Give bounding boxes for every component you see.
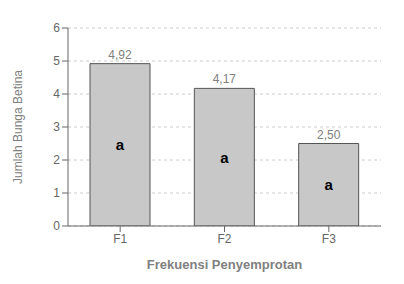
svg-text:5: 5: [53, 54, 60, 68]
svg-text:4: 4: [53, 87, 60, 101]
svg-text:4,92: 4,92: [108, 48, 132, 62]
svg-text:F3: F3: [322, 232, 336, 246]
svg-text:2: 2: [53, 153, 60, 167]
svg-text:Jumlah Bunga Betina: Jumlah Bunga Betina: [11, 70, 25, 184]
svg-text:a: a: [220, 149, 229, 166]
svg-text:4,17: 4,17: [213, 72, 237, 86]
svg-text:3: 3: [53, 120, 60, 134]
svg-text:F2: F2: [217, 232, 231, 246]
svg-text:a: a: [116, 136, 125, 153]
svg-text:1: 1: [53, 186, 60, 200]
svg-text:Frekuensi Penyemprotan: Frekuensi Penyemprotan: [147, 257, 302, 272]
svg-text:2,50: 2,50: [317, 128, 341, 142]
svg-text:a: a: [324, 176, 333, 193]
svg-text:0: 0: [53, 219, 60, 233]
svg-text:6: 6: [53, 21, 60, 35]
svg-text:F1: F1: [113, 232, 127, 246]
